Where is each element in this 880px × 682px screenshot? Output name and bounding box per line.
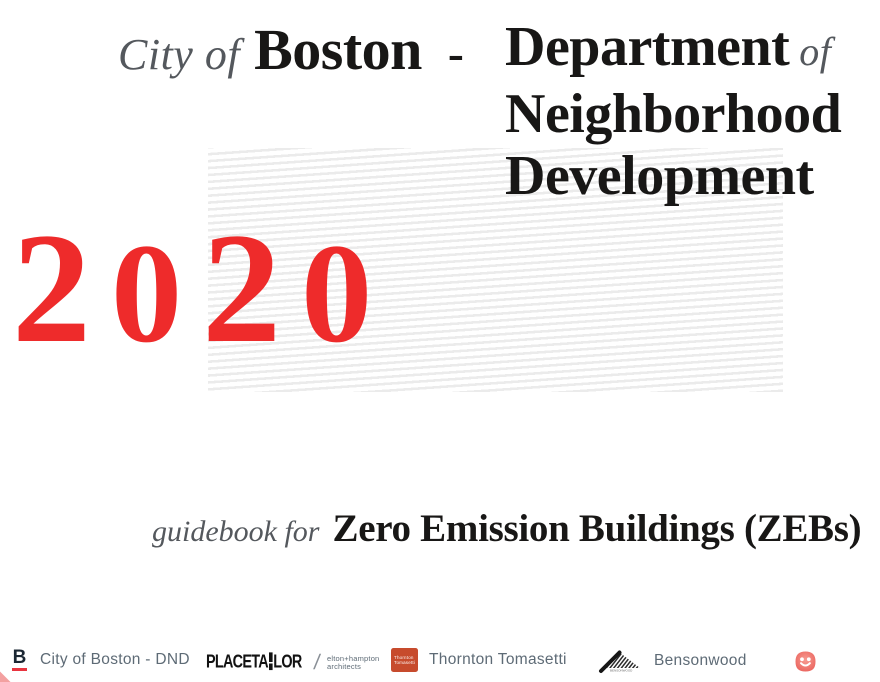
brand-thornton-tomasetti: Thornton Tomasetti Thornton Tomasetti (391, 648, 567, 672)
thornton-logo-line2: Tomasetti (394, 660, 416, 665)
subtitle-main: Zero Emission Buildings (ZEBs) (332, 507, 862, 550)
title-right-block: Department of Neighborhood Development (505, 16, 842, 207)
title-of-word: of (799, 29, 832, 74)
bensonwood-logo-tiny-text: BENSONWOOD (610, 669, 633, 673)
boston-b-logo-icon: B (12, 647, 27, 671)
corner-red-sliver (0, 671, 11, 682)
subtitle-block: guidebook for Zero Emission Buildings (Z… (152, 504, 862, 562)
brand-bensonwood: BENSONWOOD Bensonwood (598, 648, 747, 674)
subtitle-prefix: guidebook for (152, 515, 320, 548)
slash-separator: / (312, 651, 322, 674)
placetailor-tower-icon (268, 652, 273, 671)
smiley-face-icon (794, 650, 817, 673)
boston-b-letter: B (12, 647, 27, 668)
title-development-line: Development (505, 145, 814, 207)
title-department-line: Department of (505, 16, 841, 83)
elton-hampton-wordmark: elton+hampton architects (327, 653, 380, 672)
placetailor-wordmark: PLACETA LOR (206, 652, 302, 673)
year-2020: 2020 (12, 201, 393, 376)
bensonwood-roof-logo-icon: BENSONWOOD (599, 650, 640, 673)
boston-label: City of Boston - DND (40, 651, 190, 668)
thornton-logo-line1: Thornton (394, 655, 414, 660)
elton-hampton-line1: elton+hampton (327, 653, 380, 663)
thornton-label: Thornton Tomasetti (429, 651, 567, 668)
bensonwood-label: Bensonwood (654, 652, 747, 669)
title-neighborhood-line: Neighborhood (505, 83, 842, 145)
elton-hampton-line2: architects (327, 662, 362, 671)
placetailor-right-text: LOR (273, 652, 302, 673)
diagonal-hatch-pattern (208, 148, 783, 392)
title-left-block: City of Boston - (118, 18, 464, 97)
brand-city-of-boston: B City of Boston - DND (12, 647, 190, 671)
thornton-square-logo-icon: Thornton Tomasetti (391, 648, 418, 672)
boston-red-underline (12, 667, 27, 671)
placetailor-left-text: PLACETA (206, 652, 269, 673)
title-separator: - (447, 27, 464, 80)
title-department-word: Department (505, 16, 790, 78)
brand-placetailor: PLACETA LOR / elton+hampton architects (206, 651, 379, 675)
footer-logo-bar: B City of Boston - DND PLACETA LOR / elto… (0, 645, 880, 682)
title-prefix: City of (118, 30, 241, 79)
title-city: Boston (254, 17, 422, 82)
